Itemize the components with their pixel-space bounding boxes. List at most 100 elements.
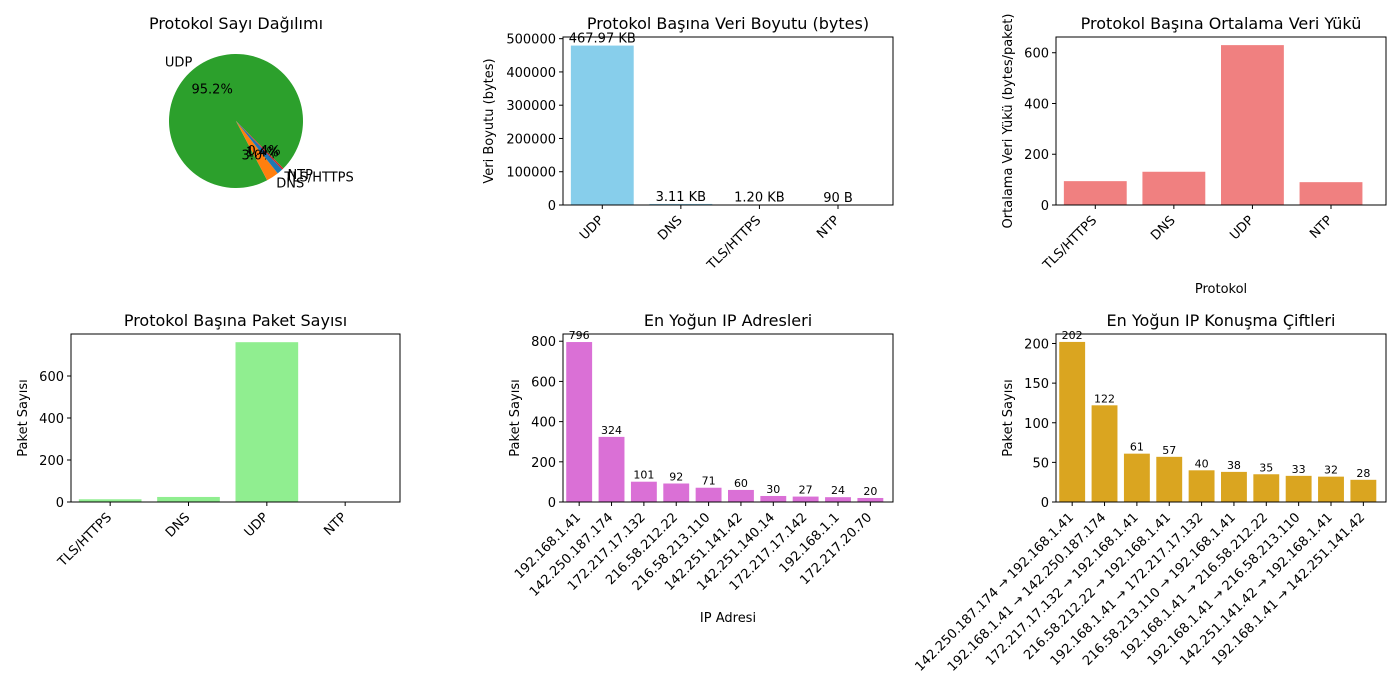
y-axis-label: Veri Boyutu (bytes) xyxy=(482,58,497,183)
y-tick-label: 400 xyxy=(39,412,64,427)
bar xyxy=(857,497,884,502)
y-tick-label: 200000 xyxy=(506,132,556,147)
y-tick-label: 500000 xyxy=(506,33,556,48)
y-tick-label: 150 xyxy=(1024,377,1049,392)
x-axis-label: Protokol xyxy=(1195,282,1247,297)
chart-title: Protokol Başına Veri Boyutu (bytes) xyxy=(587,14,869,33)
bar xyxy=(157,496,220,502)
bar-value-label: 38 xyxy=(1227,459,1241,472)
chart-title: En Yoğun IP Konuşma Çiftleri xyxy=(1107,311,1336,330)
y-axis-label: Paket Sayısı xyxy=(16,379,31,456)
y-tick-label: 0 xyxy=(548,199,556,214)
chart-2: Protokol Başına Veri Boyutu (bytes)467.9… xyxy=(482,14,894,274)
bar xyxy=(1299,182,1363,205)
y-tick-label: 100 xyxy=(1024,417,1049,432)
bar xyxy=(570,45,634,205)
pie-slice-tls-https xyxy=(236,121,283,174)
bar xyxy=(598,436,625,502)
bar xyxy=(1253,474,1280,502)
x-tick-label: NTP xyxy=(1307,213,1336,242)
bar xyxy=(825,497,851,502)
bar xyxy=(663,483,690,502)
y-tick-label: 0 xyxy=(1041,496,1049,511)
bar xyxy=(1091,405,1118,502)
y-tick-label: 200 xyxy=(39,454,64,469)
bar xyxy=(566,342,593,502)
pie-label: NTP xyxy=(287,168,313,183)
y-tick-label: 400000 xyxy=(506,66,556,81)
bar xyxy=(78,499,142,502)
x-tick-label: TLS/HTTPS xyxy=(704,213,764,273)
bar-value-label: 324 xyxy=(601,424,622,437)
bar-value-label: 20 xyxy=(863,485,877,498)
y-axis-label: Paket Sayısı xyxy=(508,379,523,456)
y-axis-label: Ortalama Veri Yükü (bytes/paket) xyxy=(1001,14,1016,229)
x-tick-label: DNS xyxy=(655,213,685,243)
bar xyxy=(695,487,722,502)
bar xyxy=(1059,341,1086,502)
bar-value-label: 60 xyxy=(734,477,748,490)
chart-3: Protokol Başına Ortalama Veri Yükü TLS/HT… xyxy=(1001,14,1387,297)
bar xyxy=(235,342,299,502)
bar xyxy=(630,481,657,502)
y-tick-label: 300000 xyxy=(506,99,556,114)
axes-frame xyxy=(562,36,894,206)
x-tick-label: TLS/HTTPS xyxy=(55,510,115,570)
bar-value-label: 90 B xyxy=(823,191,853,206)
axes-frame xyxy=(1055,333,1387,503)
chart-5: En Yoğun IP Adresleri796192.168.1.413241… xyxy=(508,311,894,626)
bar-value-label: 61 xyxy=(1130,441,1144,454)
y-tick-label: 400 xyxy=(1024,97,1049,112)
axes-frame xyxy=(562,333,894,503)
bar-value-label: 202 xyxy=(1062,329,1083,342)
bar-value-label: 30 xyxy=(766,483,780,496)
y-axis-label: Paket Sayısı xyxy=(1001,379,1016,456)
bar-value-label: 796 xyxy=(569,329,590,342)
bar xyxy=(1350,479,1377,502)
bar-value-label: 101 xyxy=(633,469,654,482)
y-tick-label: 0 xyxy=(56,496,64,511)
y-tick-label: 200 xyxy=(1024,338,1049,353)
chart-title: Protokol Başına Paket Sayısı xyxy=(124,311,347,330)
bar xyxy=(1063,181,1127,205)
x-tick-label: UDP xyxy=(1227,213,1257,243)
bar-value-label: 27 xyxy=(799,484,813,497)
x-tick-label: UDP xyxy=(242,510,272,540)
chart-title: En Yoğun IP Adresleri xyxy=(644,311,812,330)
axes-frame xyxy=(70,333,401,503)
bar-value-label: 32 xyxy=(1324,464,1338,477)
y-tick-label: 0 xyxy=(1041,199,1049,214)
bar-value-label: 1.20 KB xyxy=(734,191,785,206)
bar xyxy=(1285,475,1312,502)
bar xyxy=(1123,453,1150,502)
pie-label: UDP xyxy=(165,56,193,71)
y-tick-label: 200 xyxy=(531,456,556,471)
pie-pct-label: 0.4% xyxy=(248,144,281,159)
bar xyxy=(792,496,819,502)
pie-label: TLS/HTTPS xyxy=(283,171,353,186)
bar xyxy=(728,489,754,502)
pie-slice-dns xyxy=(236,121,278,181)
bar-value-label: 3.11 KB xyxy=(656,190,707,205)
axes-frame xyxy=(1055,36,1387,206)
x-tick-label: NTP xyxy=(814,213,843,242)
bar xyxy=(649,203,713,205)
bar xyxy=(1318,476,1344,502)
y-tick-label: 200 xyxy=(1024,148,1049,163)
y-tick-label: 600 xyxy=(531,375,556,390)
x-tick-label: NTP xyxy=(321,510,350,539)
bar-value-label: 92 xyxy=(669,471,683,484)
bar xyxy=(1156,456,1183,502)
pie-slice-ntp xyxy=(236,121,284,170)
y-tick-label: 600 xyxy=(1024,47,1049,62)
x-tick-label: DNS xyxy=(163,510,193,540)
bar xyxy=(1221,471,1247,502)
y-tick-label: 400 xyxy=(531,416,556,431)
bar-value-label: 57 xyxy=(1162,444,1176,457)
y-tick-label: 50 xyxy=(1032,456,1049,471)
chart-6: En Yoğun IP Konuşma Çiftleri202142.250.1… xyxy=(912,311,1387,675)
chart-1: Protokol Sayı DağılımıUDP95.2%DNS3.0%TLS… xyxy=(149,14,354,192)
x-tick-label: UDP xyxy=(577,213,607,243)
x-tick-label: TLS/HTTPS xyxy=(1040,213,1100,273)
